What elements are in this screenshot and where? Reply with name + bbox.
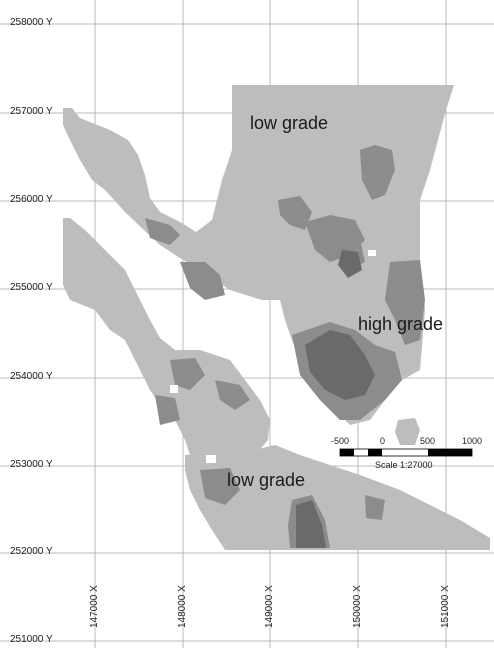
x-axis-label: 147000 X xyxy=(89,585,100,628)
map-hole xyxy=(368,250,376,256)
medium-grade-patch xyxy=(180,262,225,300)
map-holes xyxy=(170,250,376,463)
high-grade-core xyxy=(305,330,375,400)
high-grade-core xyxy=(338,250,362,278)
y-axis-label: 258000 Y xyxy=(10,17,53,28)
x-axis-label: 151000 X xyxy=(440,585,451,628)
zone-label-low-grade-bottom: low grade xyxy=(227,470,306,490)
scale-bar xyxy=(339,448,473,457)
x-axis-label: 150000 X xyxy=(352,585,363,628)
scale-tick-label: -500 xyxy=(331,436,350,446)
medium-grade-patch xyxy=(385,260,425,345)
zone-label-high-grade: high grade xyxy=(358,314,444,334)
scale-bar-segment xyxy=(428,449,472,456)
medium-grade-patch xyxy=(365,495,385,520)
scale-tick-label: 0 xyxy=(380,436,386,446)
y-axis-label: 254000 Y xyxy=(10,371,53,382)
map-hole xyxy=(206,455,216,463)
scale-bar-segment xyxy=(340,449,354,456)
y-axis-label: 257000 Y xyxy=(10,106,53,117)
medium-grade-patch xyxy=(200,468,240,505)
scale-label: Scale 1:27000 xyxy=(375,460,433,470)
y-axis-label: 251000 Y xyxy=(10,634,53,645)
low-grade-bottom xyxy=(185,445,490,550)
medium-grade-patch xyxy=(278,196,312,230)
y-axis-label: 252000 Y xyxy=(10,546,53,557)
medium-grade-patch xyxy=(360,145,395,200)
y-axis-label: 255000 Y xyxy=(10,282,53,293)
low-grade-island xyxy=(395,418,420,445)
high-grade-regions xyxy=(296,250,375,548)
scale-tick-label: 1000 xyxy=(462,436,483,446)
scale-tick-label: 500 xyxy=(420,436,436,446)
medium-grade-patch xyxy=(215,380,250,410)
medium-grade-patch xyxy=(155,395,180,425)
high-grade-core xyxy=(296,500,326,548)
medium-grade-patch xyxy=(145,218,180,245)
medium-grade-patch xyxy=(170,358,205,390)
low-grade-strip-top xyxy=(63,108,200,258)
scale-bar-segment xyxy=(368,449,382,456)
y-axis-label: 256000 Y xyxy=(10,194,53,205)
zone-label-low-grade-top: low grade xyxy=(250,113,329,133)
map-hole xyxy=(170,385,178,393)
y-axis-label: 253000 Y xyxy=(10,459,53,470)
low-grade-strip-mid xyxy=(63,218,270,460)
x-axis-label: 148000 X xyxy=(177,585,188,628)
x-axis-label: 149000 X xyxy=(264,585,275,628)
